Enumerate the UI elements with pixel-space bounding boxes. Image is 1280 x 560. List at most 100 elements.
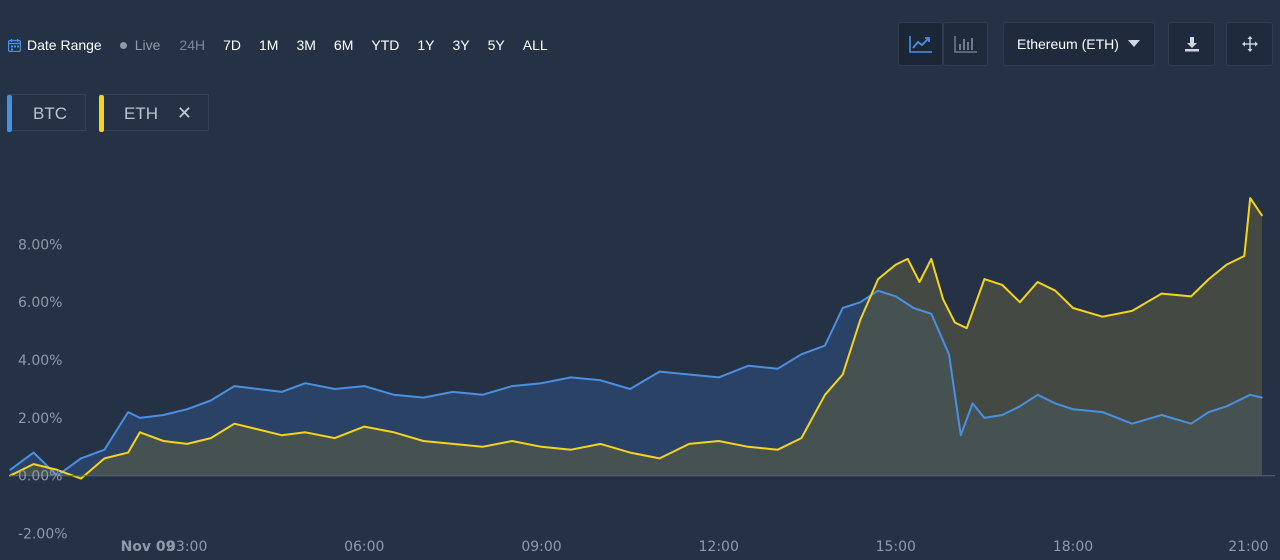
data-point-eth <box>1225 263 1228 266</box>
range-1y-button[interactable]: 1Y <box>417 37 435 53</box>
data-point-eth <box>210 437 212 439</box>
data-point-btc <box>452 391 454 393</box>
data-point-eth <box>1036 281 1039 283</box>
data-point-btc <box>9 469 11 471</box>
area-eth <box>10 198 1262 479</box>
line-chart-button[interactable] <box>898 22 943 66</box>
legend-chip-eth[interactable]: ETH ✕ <box>99 94 209 132</box>
range-7d-button[interactable]: 7D <box>223 37 241 53</box>
data-point-eth <box>103 457 106 460</box>
move-icon <box>1241 36 1258 52</box>
x-tick-label: 12:00 <box>699 539 739 555</box>
data-point-eth <box>841 373 844 376</box>
series-lines <box>9 197 1263 480</box>
data-point-btc <box>948 353 950 356</box>
move-button[interactable] <box>1226 22 1273 66</box>
range-ytd-button[interactable]: YTD <box>371 37 400 53</box>
btc-color-marker <box>7 95 12 132</box>
series-areas <box>10 198 1262 479</box>
data-point-eth <box>80 477 82 480</box>
data-point-eth <box>139 431 141 434</box>
data-point-btc <box>393 394 395 396</box>
data-point-btc <box>540 382 543 385</box>
download-icon <box>1184 37 1199 52</box>
bar-chart-button[interactable] <box>943 22 988 66</box>
data-point-btc <box>658 370 661 373</box>
x-tick-label: 06:00 <box>344 539 384 555</box>
data-point-eth <box>906 258 909 260</box>
y-tick-label: 8.00% <box>18 237 62 253</box>
range-5y-button[interactable]: 5Y <box>487 37 505 53</box>
data-point-btc <box>841 307 844 309</box>
range-all-button[interactable]: ALL <box>522 37 548 53</box>
data-point-eth <box>918 281 921 283</box>
data-point-eth <box>717 440 720 442</box>
live-dot-icon <box>119 41 127 49</box>
x-tick-label: 21:00 <box>1228 539 1268 555</box>
live-toggle[interactable]: Live <box>119 37 160 53</box>
data-point-btc <box>747 365 749 367</box>
data-point-btc <box>1036 394 1039 396</box>
data-point-eth <box>363 425 366 428</box>
data-point-btc <box>1131 422 1133 425</box>
data-point-btc <box>233 385 236 387</box>
data-point-eth <box>1190 295 1192 298</box>
data-point-btc <box>599 379 602 382</box>
data-point-eth <box>965 327 968 330</box>
data-point-btc <box>1225 405 1228 408</box>
data-point-eth <box>800 437 803 439</box>
data-point-eth <box>599 443 602 445</box>
data-point-eth <box>233 422 236 425</box>
asset-select[interactable]: Ethereum (ETH) <box>1003 22 1155 66</box>
data-point-eth <box>629 451 631 454</box>
y-axis-labels: -2.00% 0.00% 2.00% 4.00% 6.00% 8.00% <box>18 237 68 542</box>
data-point-btc <box>334 388 336 390</box>
data-point-eth <box>481 446 484 448</box>
data-point-eth <box>162 440 165 442</box>
data-point-btc <box>983 417 986 419</box>
data-point-btc <box>162 414 165 416</box>
data-point-btc <box>1019 405 1021 408</box>
y-tick-label: 4.00% <box>18 353 62 369</box>
data-point-btc <box>688 373 690 376</box>
data-point-btc <box>1249 394 1251 396</box>
data-point-btc <box>570 376 572 379</box>
date-range-label: Date Range <box>27 37 102 53</box>
legend-chip-btc[interactable]: BTC <box>7 94 86 132</box>
data-point-btc <box>912 307 915 309</box>
data-point-btc <box>32 451 35 454</box>
data-point-btc <box>1072 408 1074 411</box>
data-point-btc <box>1160 414 1163 416</box>
data-point-btc <box>103 448 106 451</box>
range-24h-button[interactable]: 24H <box>179 37 206 53</box>
data-point-eth <box>334 437 336 439</box>
data-point-btc <box>481 394 484 396</box>
range-3m-button[interactable]: 3M <box>296 37 316 53</box>
close-icon[interactable]: ✕ <box>176 103 192 123</box>
y-tick-label: 0.00% <box>18 469 62 485</box>
eth-color-marker <box>99 95 104 132</box>
range-6m-button[interactable]: 6M <box>333 37 354 53</box>
data-point-btc <box>1261 396 1263 399</box>
range-3y-button[interactable]: 3Y <box>452 37 470 53</box>
range-1m-button[interactable]: 1M <box>259 37 279 53</box>
data-point-eth <box>304 431 307 434</box>
data-point-eth <box>1160 292 1163 295</box>
data-point-eth <box>1261 214 1263 217</box>
data-point-eth <box>824 394 826 396</box>
data-point-eth <box>859 318 862 321</box>
data-point-eth <box>257 428 259 431</box>
line-chart-icon <box>908 36 932 53</box>
data-point-eth <box>942 298 944 301</box>
data-point-eth <box>1001 284 1003 286</box>
data-point-eth <box>658 457 661 460</box>
data-point-eth <box>1072 307 1074 309</box>
data-point-btc <box>139 417 141 419</box>
bar-chart-icon <box>953 36 977 53</box>
x-tick-label: 18:00 <box>1053 539 1093 555</box>
data-point-eth <box>511 440 513 442</box>
data-point-eth <box>1054 289 1057 292</box>
download-button[interactable] <box>1168 22 1215 66</box>
data-point-eth <box>127 451 129 454</box>
data-point-btc <box>895 295 897 298</box>
